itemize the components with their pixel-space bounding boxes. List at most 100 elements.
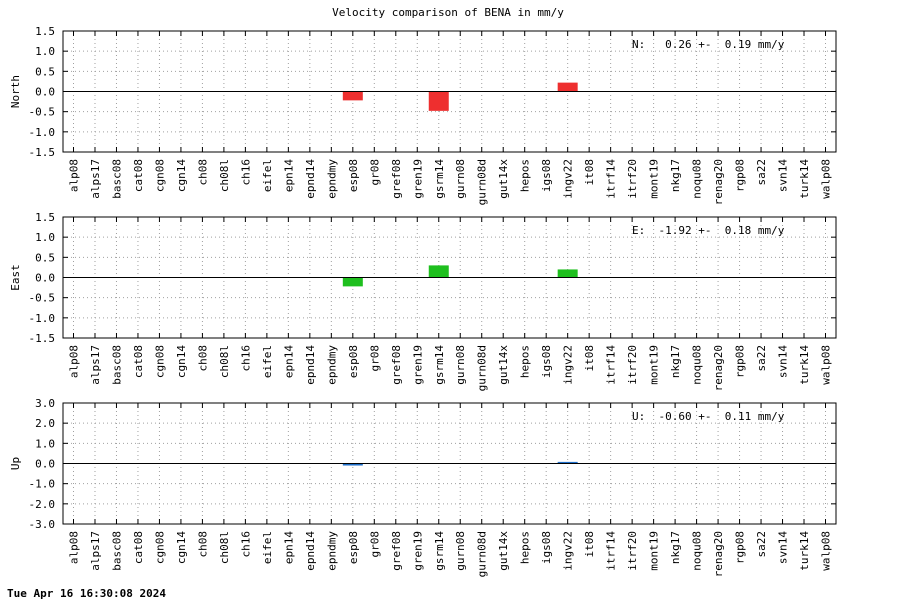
bar-gsrm14 xyxy=(428,265,449,278)
x-tick-label: rgp08 xyxy=(734,345,747,378)
x-tick-label: ch08l xyxy=(218,159,231,192)
y-tick-label: 0.5 xyxy=(35,251,55,264)
x-tick-label: basc08 xyxy=(110,531,123,571)
x-tick-label: cgn14 xyxy=(175,159,188,192)
x-tick-label: rgp08 xyxy=(734,159,747,192)
x-tick-label: cat08 xyxy=(132,531,145,564)
panel-east: 1.5 1.0 0.5 0.0 -0.5 -1.0 -1.5 alp08 alps17 basc0… xyxy=(9,211,837,391)
x-tick-label: esp08 xyxy=(347,531,360,564)
x-tick-label: mont19 xyxy=(648,159,661,199)
x-tick-label: alp08 xyxy=(68,159,81,192)
y-tick-label: 1.0 xyxy=(35,45,55,58)
x-tick-label: sa22 xyxy=(755,345,768,372)
x-tick-label: alps17 xyxy=(89,159,102,199)
x-tick-label: gref08 xyxy=(390,159,403,199)
x-tick-label: itrf14 xyxy=(605,159,618,199)
x-tick-label: ch08l xyxy=(218,345,231,378)
x-tick-label: alp08 xyxy=(68,345,81,378)
y-tick-label: 3.0 xyxy=(35,397,55,410)
x-tick-label: renag20 xyxy=(712,531,725,577)
y-tick-label: 2.0 xyxy=(35,417,55,430)
x-tick-label: itrf14 xyxy=(605,345,618,385)
x-tick-label: igs08 xyxy=(540,159,553,192)
y-tick-label: -1.0 xyxy=(29,478,56,491)
y-tick-label: -1.5 xyxy=(29,332,56,345)
x-tick-label: gren19 xyxy=(411,531,424,571)
x-tick-label: alps17 xyxy=(89,345,102,385)
x-tick-label: gurn08 xyxy=(454,159,467,199)
y-tick-label: 1.5 xyxy=(35,211,55,224)
chart-panels: 1.5 1.0 0.5 0.0 -0.5 -1.0 -1.5 alp08 alps17 basc0… xyxy=(9,25,837,577)
x-tick-label: ch08l xyxy=(218,531,231,564)
velocity-annotation: U: -0.60 +- 0.11 mm/y xyxy=(632,410,785,423)
x-tick-label: epnd14 xyxy=(304,531,317,571)
y-tick-label: 0.0 xyxy=(35,272,55,285)
x-tick-label: gsrm14 xyxy=(433,531,446,571)
x-tick-label: hepos xyxy=(519,159,532,192)
y-axis-label: Up xyxy=(9,457,22,470)
x-tick-label: itrf14 xyxy=(605,531,618,571)
chart-title: Velocity comparison of BENA in mm/y xyxy=(332,6,564,19)
x-tick-label: it08 xyxy=(583,531,596,558)
x-tick-label: esp08 xyxy=(347,345,360,378)
bar-esp08 xyxy=(342,91,363,101)
x-tick-label: igs08 xyxy=(540,531,553,564)
x-tick-label: gurn08d xyxy=(476,531,489,577)
y-tick-label: -0.5 xyxy=(29,292,56,305)
x-tick-label: epn14 xyxy=(282,345,295,378)
x-tick-label: it08 xyxy=(583,159,596,186)
y-axis-label: North xyxy=(9,75,22,108)
y-tick-label: 0.0 xyxy=(35,458,55,471)
x-tick-label: itrf20 xyxy=(626,159,639,199)
x-tick-label: renag20 xyxy=(712,159,725,205)
x-tick-label: epn14 xyxy=(282,159,295,192)
x-tick-label: gr08 xyxy=(368,159,381,186)
y-tick-label: -1.0 xyxy=(29,312,56,325)
x-tick-label: cat08 xyxy=(132,345,145,378)
x-tick-label: ingv22 xyxy=(562,159,575,199)
x-tick-label: ch16 xyxy=(239,345,252,372)
x-tick-label: gref08 xyxy=(390,531,403,571)
x-tick-label: mont19 xyxy=(648,345,661,385)
x-tick-label: nkg17 xyxy=(669,531,682,564)
x-tick-label: alp08 xyxy=(68,531,81,564)
x-tick-label: noqu08 xyxy=(691,345,704,385)
panel-north: 1.5 1.0 0.5 0.0 -0.5 -1.0 -1.5 alp08 alps17 basc0… xyxy=(9,25,837,205)
y-tick-label: 0.5 xyxy=(35,65,55,78)
bar-ingv22 xyxy=(557,461,578,464)
bar-gsrm14 xyxy=(428,91,449,111)
x-tick-label: epn14 xyxy=(282,531,295,564)
x-tick-label: nkg17 xyxy=(669,345,682,378)
x-tick-label: cgn14 xyxy=(175,531,188,564)
x-tick-label: ingv22 xyxy=(562,345,575,385)
y-axis-label: East xyxy=(9,264,22,291)
x-tick-label: hepos xyxy=(519,345,532,378)
x-tick-label: svn14 xyxy=(777,345,790,378)
x-tick-label: ch16 xyxy=(239,531,252,558)
x-tick-label: ch08 xyxy=(196,159,209,186)
x-tick-label: noqu08 xyxy=(691,159,704,199)
y-tick-label: -1.5 xyxy=(29,146,56,159)
x-tick-label: walp08 xyxy=(820,159,833,199)
x-tick-label: epnd14 xyxy=(304,345,317,385)
x-tick-label: alps17 xyxy=(89,531,102,571)
y-tick-label: 1.5 xyxy=(35,25,55,38)
x-tick-label: svn14 xyxy=(777,159,790,192)
x-tick-label: nkg17 xyxy=(669,159,682,192)
y-tick-label: -0.5 xyxy=(29,106,56,119)
x-tick-label: rgp08 xyxy=(734,531,747,564)
x-tick-label: epndmy xyxy=(325,531,338,571)
x-tick-label: noqu08 xyxy=(691,531,704,571)
x-tick-label: basc08 xyxy=(110,159,123,199)
x-tick-label: cat08 xyxy=(132,159,145,192)
bar-ingv22 xyxy=(557,82,578,92)
x-tick-label: gut14x xyxy=(497,159,510,199)
y-tick-label: -1.0 xyxy=(29,126,56,139)
x-tick-label: epnd14 xyxy=(304,159,317,199)
x-tick-label: gren19 xyxy=(411,345,424,385)
y-tick-label: 1.0 xyxy=(35,437,55,450)
x-tick-label: gsrm14 xyxy=(433,159,446,199)
y-tick-label: -3.0 xyxy=(29,518,56,531)
x-tick-label: mont19 xyxy=(648,531,661,571)
x-tick-label: eifel xyxy=(261,345,274,378)
